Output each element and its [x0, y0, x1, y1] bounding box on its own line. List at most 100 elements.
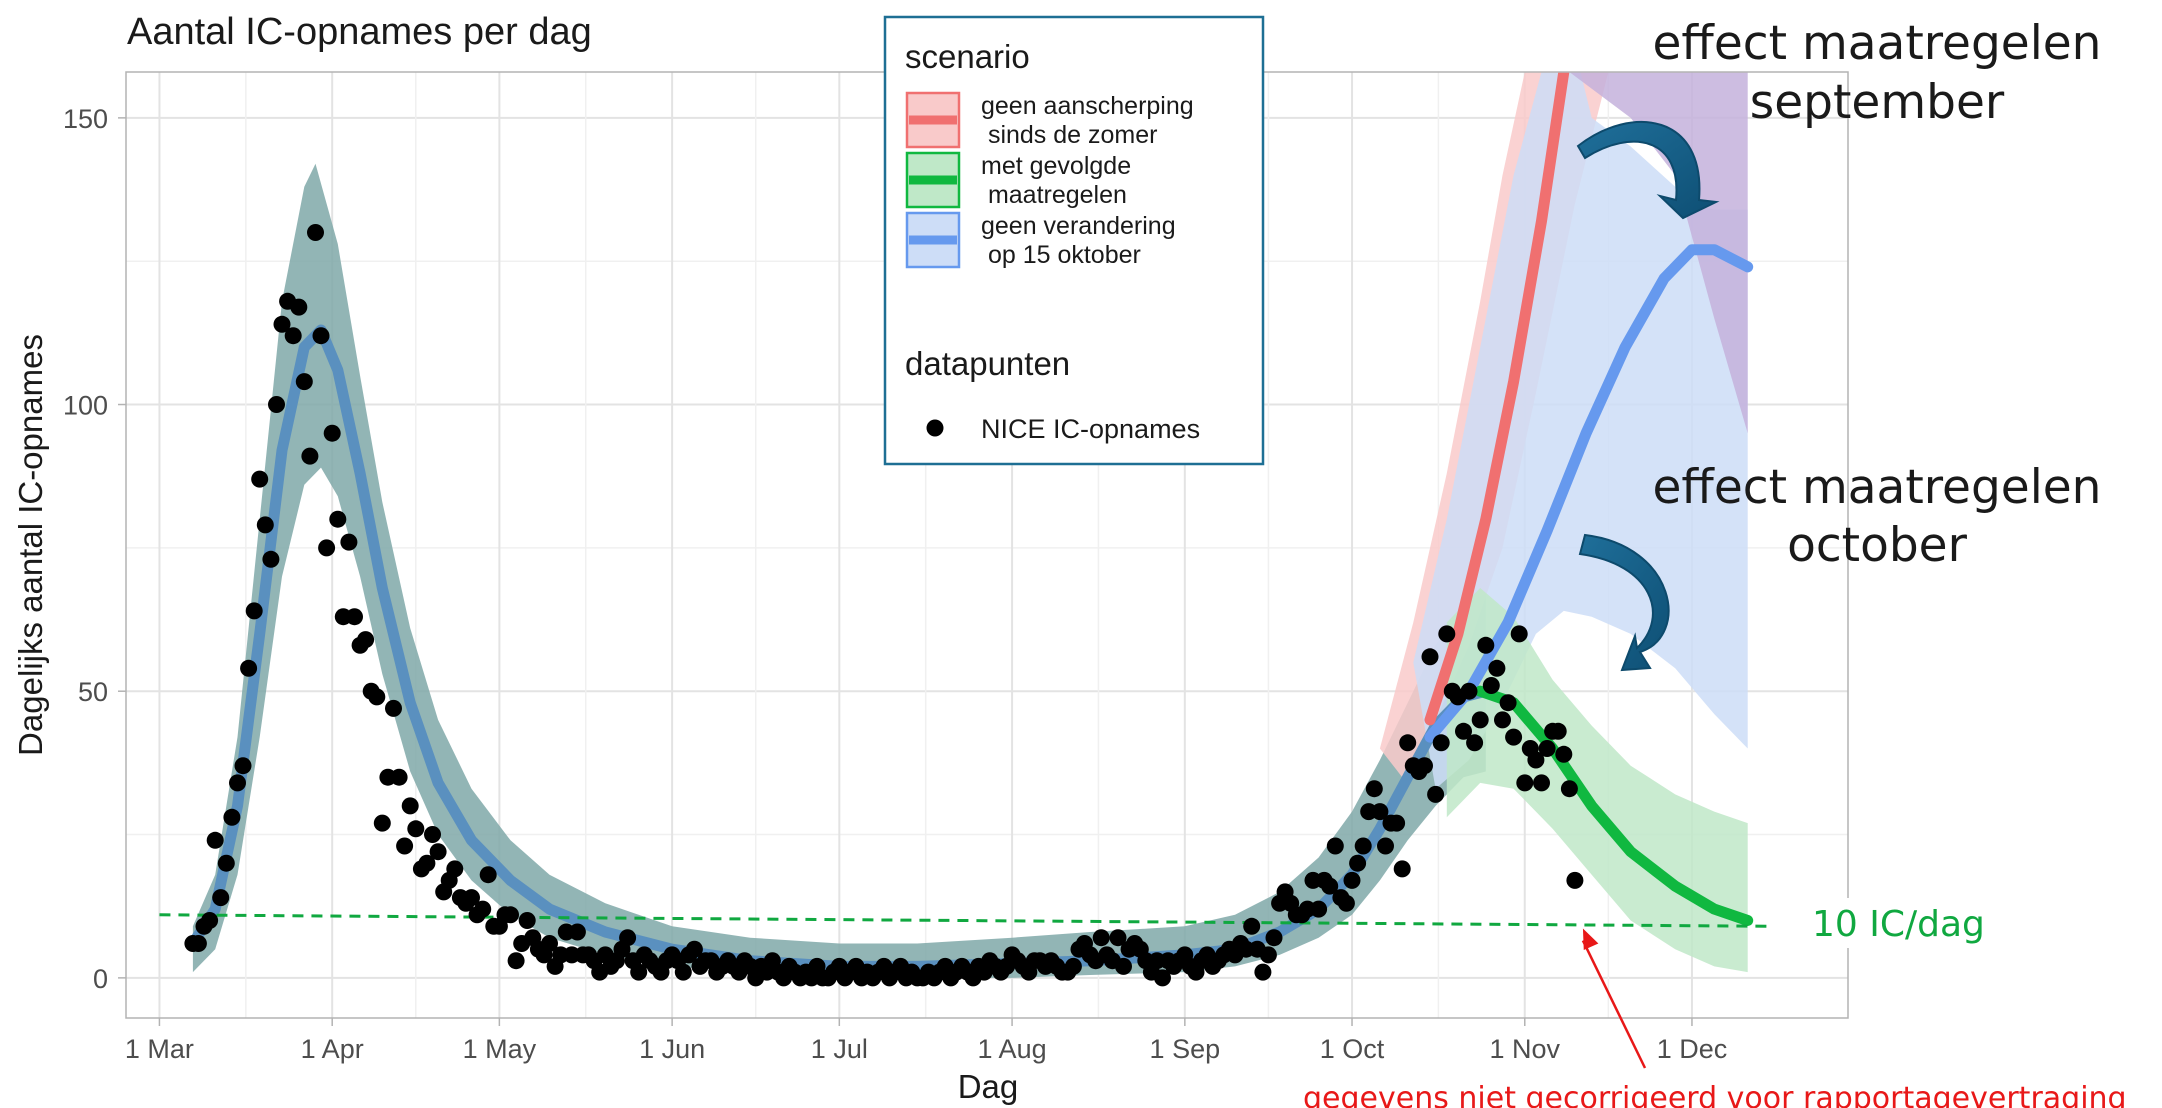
data-point	[273, 315, 291, 333]
data-point	[1566, 871, 1584, 889]
data-point	[1482, 677, 1500, 694]
data-point	[424, 826, 441, 843]
data-point	[568, 923, 586, 941]
annotation-september-line1: effect maatregelen	[1653, 16, 2102, 71]
data-point	[1321, 877, 1339, 895]
data-point	[307, 224, 324, 241]
note-arrowhead-icon	[1582, 928, 1599, 951]
data-point	[373, 814, 391, 832]
data-point	[256, 516, 274, 534]
data-point	[1421, 648, 1439, 666]
data-point	[1494, 711, 1511, 729]
legend-entry-label: geen aanscherping	[981, 92, 1194, 120]
data-point	[630, 963, 648, 981]
data-point	[502, 906, 519, 924]
data-point	[1533, 774, 1550, 792]
data-point	[1326, 837, 1344, 855]
data-point	[407, 820, 425, 838]
x-tick-label: 1 Sep	[1150, 1034, 1221, 1064]
data-point	[1388, 814, 1406, 832]
data-point	[1432, 734, 1450, 752]
annotation-note: gegevens niet gecorrigeerd voor rapporta…	[1303, 1081, 2127, 1108]
data-point	[1243, 917, 1261, 935]
data-point	[1499, 694, 1517, 712]
data-point	[1259, 946, 1277, 964]
band-4	[192, 163, 1486, 978]
data-point	[479, 866, 497, 884]
data-point	[1516, 774, 1534, 792]
data-point	[1371, 803, 1389, 821]
data-point	[474, 900, 492, 918]
reference-label-background	[1800, 898, 2002, 948]
data-point	[1399, 734, 1417, 752]
y-tick-label: 0	[93, 964, 108, 994]
annotation-september-line2: september	[1750, 75, 2005, 130]
y-tick-label: 150	[63, 104, 108, 134]
data-point	[206, 831, 224, 849]
data-point	[429, 843, 447, 861]
data-point	[1115, 957, 1132, 975]
data-point	[189, 935, 207, 952]
data-point	[1365, 780, 1383, 798]
x-tick-label: 1 Mar	[125, 1034, 194, 1064]
data-point	[1343, 871, 1361, 889]
y-tick-label: 100	[63, 391, 108, 421]
arrow-september-icon	[1576, 120, 1720, 220]
reference-dashed-line	[159, 913, 1770, 928]
legend-point-label: NICE IC-opnames	[981, 414, 1200, 444]
series-line-1	[1474, 685, 1754, 926]
data-point	[1393, 860, 1411, 878]
x-tick-labels: 1 Mar 1 Apr 1 May 1 Jun 1 Jul 1 Aug 1 Sep 1 Oct…	[125, 1018, 1727, 1064]
data-point	[390, 768, 408, 786]
legend-entry-label: op 15 oktober	[981, 241, 1141, 269]
data-point	[1354, 837, 1372, 855]
data-point	[290, 298, 308, 316]
annotation-october-line1: effect maatregelen	[1653, 460, 2102, 515]
data-point	[1477, 636, 1495, 654]
data-point	[1455, 722, 1472, 740]
y-axis-label: Dagelijks aantal IC-opnames	[12, 334, 49, 756]
data-point	[463, 889, 480, 907]
data-point	[1505, 728, 1523, 746]
legend-points-title: datapunten	[905, 345, 1070, 382]
data-point	[323, 424, 341, 442]
x-axis-label: Dag	[958, 1068, 1019, 1105]
data-point	[401, 797, 419, 815]
data-point	[229, 774, 246, 792]
data-point	[201, 912, 219, 929]
data-point	[245, 602, 263, 620]
legend-scenario-title: scenario	[905, 38, 1030, 75]
note-arrow	[1581, 939, 1647, 1069]
x-tick-label: 1 Jun	[639, 1034, 705, 1064]
legend-entry-label: sinds de zomer	[981, 121, 1157, 149]
legend-point-symbol	[926, 419, 944, 437]
data-point	[396, 837, 414, 855]
data-point	[1471, 711, 1489, 729]
band-1	[1446, 588, 1748, 973]
legend-entry-label: met gevolgde	[981, 152, 1131, 180]
legend-scenario-entries: geen aanscherping sinds de zomer met gevo…	[905, 91, 1194, 269]
data-point	[1466, 734, 1484, 752]
data-point	[507, 952, 525, 970]
x-tick-label: 1 Dec	[1657, 1034, 1728, 1064]
data-point	[685, 940, 703, 958]
data-point	[1560, 780, 1578, 798]
data-points	[184, 224, 1584, 987]
data-point	[301, 447, 319, 465]
data-point	[234, 757, 252, 775]
series-line-2	[1424, 244, 1754, 743]
data-point	[1109, 929, 1127, 947]
reference-line	[159, 913, 1770, 928]
data-point	[312, 327, 330, 345]
band-3	[1569, 72, 1748, 434]
data-point	[346, 608, 363, 626]
data-point	[1488, 659, 1506, 677]
data-point	[1555, 745, 1573, 763]
data-point	[262, 550, 280, 568]
annotation-october-line2: october	[1787, 518, 1968, 573]
data-point	[1254, 963, 1272, 981]
data-point	[340, 533, 358, 551]
reference-line-label: 10 IC/dag	[1812, 904, 1985, 945]
data-point	[295, 373, 313, 391]
